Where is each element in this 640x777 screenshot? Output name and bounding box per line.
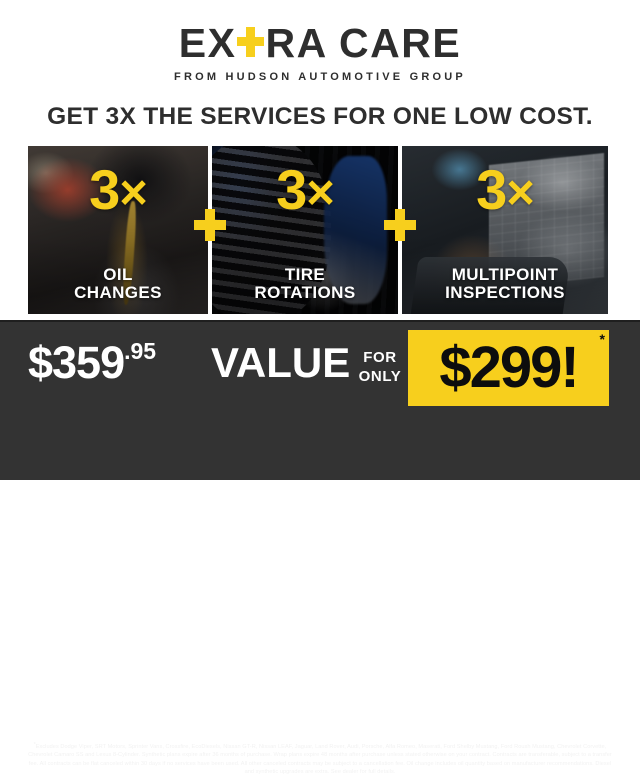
disclaimer-text: *Excludes Dodge Viper, SRT Motors, Sprin…: [26, 741, 614, 777]
multiplier-number-oil: 3: [89, 158, 120, 221]
multiply-symbol-icon: ×: [506, 166, 535, 220]
diagnostic-laptop-photo: [402, 146, 608, 314]
panel-content-oil: 3×: [28, 146, 208, 314]
service-label-multipoint: MULTIPOINT INSPECTIONS: [402, 266, 608, 302]
offer-price-text: $299!: [439, 335, 579, 400]
multiplier-number-tire: 3: [276, 158, 307, 221]
service-label-multipoint-line2: INSPECTIONS: [445, 283, 565, 303]
service-panels: 3× OIL CHANGES 3× TIRE ROTATIONS 3×: [28, 146, 608, 314]
offer-asterisk: *: [599, 331, 605, 347]
multiply-symbol-icon: ×: [119, 166, 148, 220]
value-currency-symbol: $: [28, 337, 53, 388]
service-label-oil-line1: OIL: [103, 265, 133, 285]
original-value-price: $359.95: [28, 337, 157, 388]
plus-cross-icon: [237, 26, 265, 57]
service-label-oil: OIL CHANGES: [28, 266, 208, 302]
service-label-multipoint-line1: MULTIPOINT: [451, 265, 559, 285]
offer-price-box: $299! *: [408, 330, 609, 406]
service-label-tire-line1: TIRE: [284, 265, 326, 285]
only-label: ONLY: [358, 367, 402, 385]
service-panel-multipoint-inspections: 3× MULTIPOINT INSPECTIONS: [402, 146, 608, 314]
service-label-oil-line2: CHANGES: [74, 283, 162, 303]
brand-tagline: FROM HUDSON AUTOMOTIVE GROUP: [174, 70, 466, 83]
panel-overlay-shade: [212, 146, 398, 314]
page-title: GET 3X THE SERVICES FOR ONE LOW COST.: [47, 103, 593, 130]
service-panel-tire-rotations: 3× TIRE ROTATIONS: [212, 146, 398, 314]
panel-content-multipoint: 3×: [402, 146, 608, 314]
pricing-band: $359.95 VALUE FOR ONLY $299! * *Excludes…: [0, 320, 640, 775]
for-label: FOR: [363, 349, 397, 366]
service-multiplier-tire: 3×: [276, 162, 335, 220]
oil-pour-photo: [28, 146, 208, 314]
tire-hold-photo: [212, 146, 398, 314]
brand-logo: EX RA CARE FROM HUDSON AUTOMOTIVE GROUP: [0, 20, 640, 83]
extra-care-promo-ad: EX RA CARE FROM HUDSON AUTOMOTIVE GROUP G…: [0, 0, 640, 480]
value-word-label: VALUE: [211, 339, 351, 386]
logo-text-second: RA CARE: [265, 19, 462, 66]
multiplier-number-multipoint: 3: [476, 158, 507, 221]
service-label-tire: TIRE ROTATIONS: [212, 266, 398, 302]
plus-separator-icon-2: [384, 209, 416, 241]
service-multiplier-multipoint: 3×: [476, 162, 535, 220]
logo-wordmark: EX RA CARE: [179, 20, 461, 64]
price-row: $359.95 VALUE FOR ONLY $299! *: [28, 330, 612, 414]
plus-separator-icon-1: [194, 209, 226, 241]
panel-overlay-shade: [402, 146, 608, 314]
value-cents: .95: [124, 338, 157, 364]
logo-text-first: EX: [178, 19, 237, 66]
panel-overlay-shade: [28, 146, 208, 314]
multiply-symbol-icon: ×: [306, 166, 335, 220]
band-divider: [0, 320, 640, 322]
service-multiplier-oil: 3×: [89, 162, 148, 220]
for-only-label: FOR ONLY: [353, 349, 407, 387]
panel-content-tire: 3×: [212, 146, 398, 314]
service-panel-oil-changes: 3× OIL CHANGES: [28, 146, 208, 314]
value-dollars: 359: [52, 337, 125, 388]
disclaimer-body: Excludes Dodge Viper, SRT Motors, Sprint…: [28, 744, 612, 776]
service-label-tire-line2: ROTATIONS: [254, 283, 356, 303]
